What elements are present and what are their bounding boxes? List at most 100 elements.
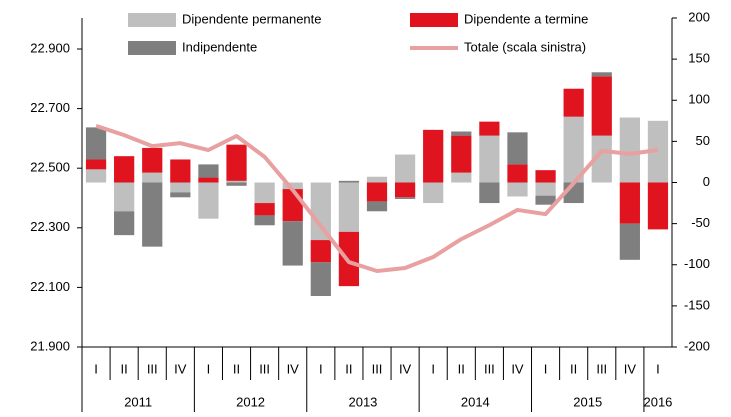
bar bbox=[310, 262, 331, 297]
x-tick-label: II bbox=[121, 361, 128, 376]
bar bbox=[85, 169, 107, 183]
year-label: 2011 bbox=[124, 394, 152, 409]
bar bbox=[282, 189, 303, 222]
bar bbox=[535, 182, 556, 196]
bar bbox=[507, 164, 528, 183]
bar bbox=[479, 121, 500, 136]
bar bbox=[254, 215, 275, 226]
y2-tick-label: 150 bbox=[688, 51, 710, 66]
year-label: 2013 bbox=[348, 394, 377, 409]
bar bbox=[310, 240, 331, 263]
bar bbox=[535, 195, 556, 205]
bar bbox=[338, 180, 360, 183]
line bbox=[95, 123, 659, 274]
x-tick-label: II bbox=[570, 361, 577, 376]
y2-tick-label: -200 bbox=[684, 338, 710, 353]
bar bbox=[198, 182, 219, 219]
bar bbox=[619, 182, 640, 224]
x-tick-label: III bbox=[596, 361, 607, 376]
x-tick-label: I bbox=[94, 361, 98, 376]
bar bbox=[142, 147, 163, 173]
bar bbox=[394, 182, 416, 198]
legend-label: Dipendente a termine bbox=[464, 11, 588, 26]
bar bbox=[563, 116, 584, 183]
x-tick-label: I bbox=[656, 361, 660, 376]
x-tick-label: III bbox=[259, 361, 270, 376]
bar bbox=[170, 159, 191, 183]
bar bbox=[366, 182, 388, 202]
bar bbox=[170, 192, 191, 198]
y2-tick-label: 0 bbox=[703, 174, 710, 189]
x-tick-label: I bbox=[431, 361, 435, 376]
bar bbox=[591, 135, 612, 183]
bar bbox=[479, 135, 500, 183]
bar bbox=[366, 176, 388, 183]
x-tick-label: I bbox=[207, 361, 211, 376]
bar bbox=[226, 180, 247, 183]
bar bbox=[451, 131, 472, 136]
year-label: 2014 bbox=[461, 394, 490, 409]
x-tick-label: III bbox=[147, 361, 158, 376]
x-tick-label: II bbox=[233, 361, 240, 376]
bar bbox=[451, 135, 472, 173]
bar bbox=[282, 182, 303, 190]
legend-label: Totale (scala sinistra) bbox=[464, 39, 586, 54]
bar bbox=[423, 129, 444, 183]
legend-swatch bbox=[128, 13, 176, 27]
bar bbox=[394, 197, 416, 199]
y-tick-label: 22.300 bbox=[30, 219, 70, 234]
bar bbox=[479, 182, 500, 204]
bar bbox=[85, 127, 107, 160]
bar bbox=[338, 182, 360, 232]
year-label: 2015 bbox=[573, 394, 602, 409]
x-tick-label: IV bbox=[511, 361, 524, 376]
x-tick-label: IV bbox=[174, 361, 187, 376]
bar bbox=[254, 203, 275, 216]
x-tick-label: II bbox=[458, 361, 465, 376]
bar bbox=[366, 201, 388, 212]
y2-tick-label: 100 bbox=[688, 92, 710, 107]
bar bbox=[535, 170, 556, 183]
y2-tick-label: -50 bbox=[691, 215, 710, 230]
y-tick-label: 21.900 bbox=[30, 338, 70, 353]
legend-label: Dipendente permanente bbox=[182, 11, 322, 26]
bar bbox=[170, 182, 191, 193]
legend-swatch bbox=[128, 41, 176, 55]
x-tick-label: II bbox=[345, 361, 352, 376]
bar bbox=[310, 182, 331, 241]
bar bbox=[619, 117, 640, 183]
bar bbox=[282, 221, 303, 266]
y2-tick-label: -100 bbox=[684, 256, 710, 271]
bar bbox=[591, 72, 612, 77]
bar bbox=[114, 211, 135, 236]
bar bbox=[451, 172, 472, 183]
bar bbox=[114, 182, 135, 212]
x-tick-label: III bbox=[484, 361, 495, 376]
y-tick-label: 22.100 bbox=[30, 279, 70, 294]
bar bbox=[591, 76, 612, 136]
bar bbox=[85, 159, 107, 170]
y2-tick-label: -150 bbox=[684, 297, 710, 312]
year-label: 2016 bbox=[643, 394, 672, 409]
bar bbox=[394, 154, 416, 183]
x-tick-label: I bbox=[319, 361, 323, 376]
bar bbox=[507, 132, 528, 165]
y-tick-label: 22.500 bbox=[30, 160, 70, 175]
x-tick-label: IV bbox=[624, 361, 637, 376]
bar bbox=[114, 156, 135, 183]
bar bbox=[563, 88, 584, 117]
bar bbox=[226, 144, 247, 181]
legend-label: Indipendente bbox=[182, 39, 257, 54]
year-label: 2012 bbox=[236, 394, 265, 409]
bar bbox=[254, 182, 275, 204]
bar bbox=[198, 164, 219, 178]
bar bbox=[423, 182, 444, 204]
y2-tick-label: 50 bbox=[696, 133, 710, 148]
y-tick-label: 22.900 bbox=[30, 40, 70, 55]
x-tick-label: IV bbox=[287, 361, 300, 376]
x-tick-label: I bbox=[544, 361, 548, 376]
y2-tick-label: 200 bbox=[688, 9, 710, 24]
y-tick-label: 22.700 bbox=[30, 100, 70, 115]
bar bbox=[198, 177, 219, 183]
